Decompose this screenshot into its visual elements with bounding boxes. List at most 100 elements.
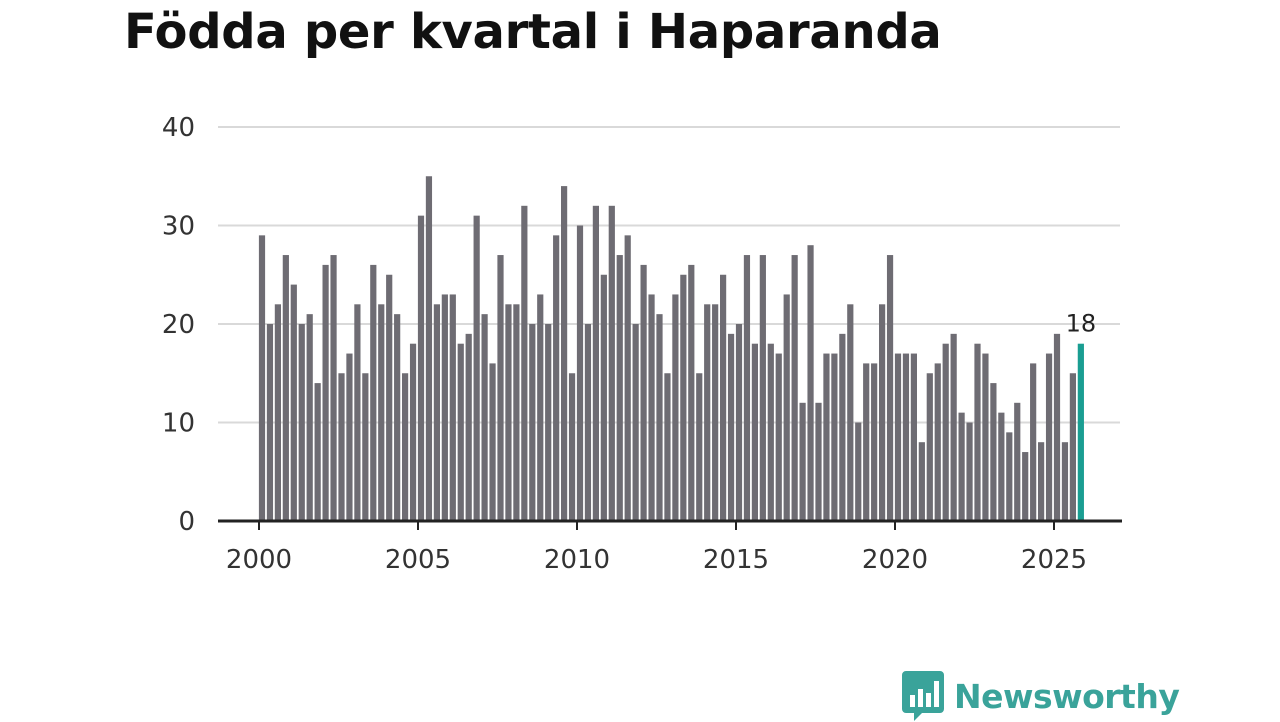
bar <box>624 235 631 521</box>
newsworthy-logo: Newsworthy <box>902 670 1180 722</box>
bar <box>433 304 440 521</box>
bar <box>553 235 560 521</box>
bar <box>576 225 584 521</box>
bar <box>831 353 838 521</box>
bar <box>473 215 480 521</box>
bar <box>672 294 679 521</box>
y-tick-label: 0 <box>178 507 195 537</box>
bar <box>910 353 917 521</box>
x-tick-label: 2000 <box>226 545 292 575</box>
bar <box>584 324 592 521</box>
bar <box>863 363 870 521</box>
bar <box>879 304 886 521</box>
bar <box>1061 442 1069 521</box>
newsworthy-logo-text: Newsworthy <box>954 676 1180 716</box>
y-tick-label: 20 <box>162 310 195 340</box>
labels: 0 10 20 30 40 18 2000 2005 2010 2015 2020 2025 <box>162 113 1096 575</box>
bar <box>330 255 337 522</box>
bar <box>894 353 902 521</box>
bar <box>791 255 798 522</box>
bar <box>1022 452 1029 521</box>
bar <box>592 205 599 522</box>
bar <box>481 314 488 521</box>
bar <box>545 324 552 521</box>
bar <box>704 304 711 521</box>
chart-title: Födda per kvartal i Haparanda <box>124 4 942 60</box>
bar <box>632 324 639 521</box>
highlight-bar <box>1077 343 1084 521</box>
bar <box>513 304 520 521</box>
bar <box>394 314 401 521</box>
bar <box>274 304 281 521</box>
bar <box>998 412 1005 521</box>
bar <box>1053 333 1061 521</box>
bar <box>982 353 989 521</box>
bars <box>258 176 1084 522</box>
bar <box>600 274 607 521</box>
bar <box>346 353 353 521</box>
bar <box>402 373 409 521</box>
bar <box>258 235 266 521</box>
bar <box>378 304 385 521</box>
bar <box>767 343 774 521</box>
x-tick-label: 2020 <box>862 545 928 575</box>
bar <box>775 353 782 521</box>
bar <box>720 274 727 521</box>
bar <box>529 324 536 521</box>
bar <box>457 343 464 521</box>
bar <box>282 255 289 522</box>
bar <box>417 215 425 521</box>
bar <box>823 353 830 521</box>
bar <box>322 264 329 521</box>
bar <box>608 205 615 522</box>
bar <box>688 264 695 521</box>
bar <box>926 373 933 521</box>
bar <box>942 343 949 521</box>
bar <box>751 343 758 521</box>
bar <box>1069 373 1076 521</box>
y-tick-label: 40 <box>162 113 195 143</box>
bar <box>974 343 981 521</box>
bar <box>958 412 965 521</box>
bar <box>871 363 878 521</box>
axes <box>218 519 1122 530</box>
bar <box>465 333 472 521</box>
x-tick-label: 2015 <box>703 545 769 575</box>
bar <box>497 255 504 522</box>
bar <box>1006 432 1013 521</box>
bar <box>648 294 655 521</box>
bar <box>489 363 496 521</box>
bar <box>425 176 433 521</box>
bar <box>807 245 814 521</box>
bar <box>616 255 623 522</box>
x-tick-label: 2025 <box>1021 545 1087 575</box>
x-tick-label: 2005 <box>385 545 451 575</box>
bar <box>783 294 790 521</box>
bar <box>886 255 894 522</box>
bar <box>449 294 456 521</box>
bar <box>680 274 687 521</box>
bar <box>847 304 854 521</box>
bar <box>386 274 393 521</box>
bar <box>902 353 910 521</box>
bar <box>290 284 297 521</box>
bar <box>1014 402 1021 521</box>
bar <box>1038 442 1045 521</box>
x-tick-label: 2010 <box>544 545 610 575</box>
bar <box>966 422 973 521</box>
bar <box>306 314 313 521</box>
newsworthy-logo-icon <box>902 671 944 721</box>
bar <box>505 304 512 521</box>
bar <box>855 422 862 521</box>
bar <box>696 373 703 521</box>
bar <box>561 186 568 521</box>
bar <box>1030 363 1037 521</box>
bar <box>990 383 997 521</box>
bar <box>656 314 663 521</box>
bar <box>640 264 647 521</box>
bar <box>537 294 544 521</box>
y-tick-label: 10 <box>162 409 195 439</box>
bar <box>664 373 671 521</box>
bar <box>362 373 369 521</box>
bar <box>441 294 448 521</box>
